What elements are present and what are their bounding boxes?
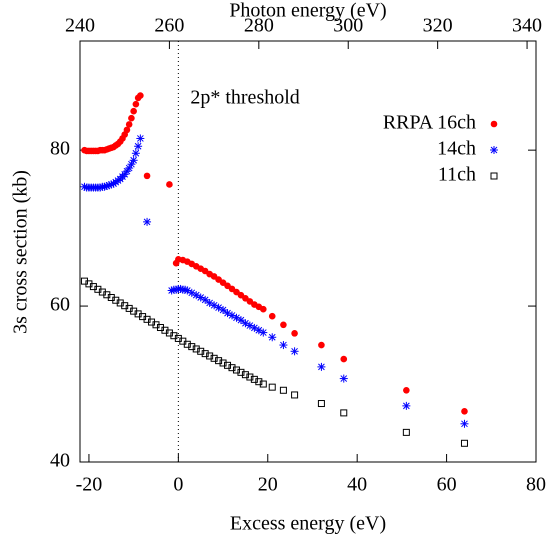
point bbox=[268, 312, 276, 320]
x-axis-label: Excess energy (eV) bbox=[230, 513, 386, 535]
top-tick-label: 260 bbox=[154, 15, 184, 37]
point bbox=[128, 114, 135, 122]
top-tick-label: 340 bbox=[512, 15, 542, 37]
point bbox=[236, 316, 245, 325]
point bbox=[136, 134, 145, 143]
point bbox=[246, 373, 254, 381]
point bbox=[279, 341, 288, 350]
legend-marker bbox=[490, 172, 498, 180]
series bbox=[80, 277, 468, 447]
point bbox=[460, 439, 468, 447]
point bbox=[123, 126, 131, 134]
point bbox=[232, 366, 240, 374]
legend-label: RRPA 16ch bbox=[383, 112, 476, 134]
top-tick-label: 300 bbox=[333, 15, 363, 37]
point bbox=[125, 121, 133, 128]
series bbox=[80, 134, 469, 428]
point bbox=[143, 172, 151, 180]
point bbox=[402, 401, 411, 410]
point bbox=[318, 341, 325, 349]
point bbox=[340, 355, 348, 363]
x-tick-label: 80 bbox=[526, 474, 546, 496]
x-tick-label: -20 bbox=[76, 474, 103, 496]
point bbox=[228, 364, 236, 372]
point bbox=[196, 293, 205, 302]
point bbox=[291, 391, 299, 399]
point bbox=[192, 345, 200, 353]
point bbox=[403, 386, 410, 394]
legend-label: 14ch bbox=[437, 138, 476, 160]
point bbox=[317, 362, 326, 371]
legend-marker bbox=[490, 120, 498, 128]
point bbox=[201, 350, 209, 358]
point bbox=[340, 409, 348, 417]
point bbox=[197, 347, 205, 355]
y-tick-label: 40 bbox=[50, 450, 70, 472]
point bbox=[291, 330, 298, 337]
point bbox=[259, 380, 267, 388]
point bbox=[219, 305, 228, 314]
point bbox=[132, 100, 140, 108]
top-tick-label: 280 bbox=[244, 15, 274, 37]
annotation: 2p* threshold bbox=[190, 87, 299, 109]
y-axis-label: 3s cross section (kb) bbox=[10, 170, 32, 334]
point bbox=[268, 333, 277, 342]
point bbox=[188, 343, 196, 351]
x-tick-label: 40 bbox=[347, 474, 367, 496]
point bbox=[166, 181, 173, 188]
point bbox=[268, 383, 276, 391]
legend-label: 11ch bbox=[438, 164, 476, 186]
point bbox=[137, 92, 144, 99]
point bbox=[130, 107, 137, 115]
point bbox=[215, 357, 223, 365]
point bbox=[255, 378, 263, 386]
point bbox=[280, 321, 287, 329]
point bbox=[402, 428, 410, 436]
point bbox=[134, 142, 143, 151]
y-tick-label: 60 bbox=[50, 294, 70, 316]
x-tick-label: 20 bbox=[258, 474, 278, 496]
point bbox=[219, 359, 227, 367]
x-tick-label: 0 bbox=[173, 474, 183, 496]
point bbox=[201, 295, 210, 304]
x-tick-label: 60 bbox=[437, 474, 457, 496]
series bbox=[81, 92, 468, 415]
point bbox=[259, 305, 267, 313]
point bbox=[241, 371, 249, 379]
point bbox=[183, 340, 191, 348]
point bbox=[250, 375, 258, 383]
top-tick-label: 320 bbox=[423, 15, 453, 37]
point bbox=[129, 156, 138, 165]
point bbox=[237, 368, 245, 376]
point bbox=[210, 354, 218, 362]
top-axis-label: Photon energy (eV) bbox=[229, 0, 386, 22]
point bbox=[259, 328, 268, 337]
point bbox=[206, 352, 214, 360]
legend-marker bbox=[490, 146, 498, 154]
point bbox=[143, 217, 152, 226]
point bbox=[339, 374, 348, 383]
point bbox=[224, 361, 232, 369]
point bbox=[131, 149, 140, 158]
point bbox=[317, 400, 325, 408]
point bbox=[461, 408, 468, 415]
y-tick-label: 80 bbox=[50, 138, 70, 160]
plot-frame bbox=[79, 40, 537, 463]
point bbox=[460, 419, 469, 428]
top-tick-label: 240 bbox=[65, 15, 95, 37]
point bbox=[279, 386, 287, 394]
point bbox=[290, 347, 299, 356]
